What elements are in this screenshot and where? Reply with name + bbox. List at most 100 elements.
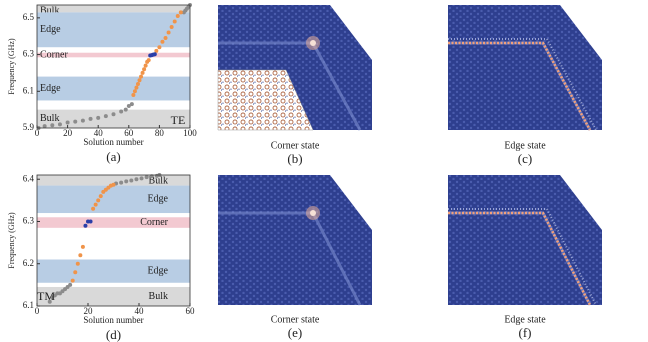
data-point [137, 78, 142, 83]
data-point [178, 10, 183, 15]
band [37, 52, 190, 58]
data-point [175, 14, 180, 19]
data-point [166, 30, 171, 35]
data-point [57, 122, 62, 127]
sample-shape [218, 175, 372, 305]
y-axis-title: Frequency (GHz) [7, 38, 16, 95]
band-label: Edge [40, 83, 61, 94]
data-point [119, 109, 124, 114]
x-tick-label: 60 [124, 128, 134, 138]
band-label: Bulk [149, 175, 168, 186]
data-point [132, 89, 137, 94]
band [37, 286, 190, 306]
data-point [144, 175, 149, 180]
sample-shape [448, 175, 602, 305]
band [37, 76, 190, 101]
band [37, 5, 190, 13]
band-label: Edge [147, 194, 168, 205]
data-point [88, 116, 93, 121]
data-point [103, 114, 108, 119]
data-point [70, 278, 75, 283]
data-point [163, 36, 168, 41]
plot-frame [36, 174, 191, 307]
band [37, 175, 190, 186]
data-point [96, 115, 101, 120]
data-point [169, 25, 174, 30]
data-point [96, 198, 101, 203]
x-tick-label: 60 [186, 306, 196, 316]
y-tick-label: 6.1 [23, 85, 34, 95]
data-point [73, 270, 78, 275]
band [37, 185, 190, 214]
band [37, 12, 190, 48]
band-label: Edge [40, 24, 61, 35]
x-tick-label: 20 [63, 128, 73, 138]
mode-label: TM [37, 289, 55, 303]
data-point [80, 244, 85, 249]
y-axis-title: Frequency (GHz) [7, 212, 16, 269]
data-point [93, 202, 98, 207]
data-point [139, 74, 144, 79]
data-point [83, 223, 88, 228]
x-tick-label: 0 [35, 128, 40, 138]
panel-label: (e) [288, 325, 302, 340]
panel-label: (b) [287, 151, 302, 166]
data-point [88, 219, 93, 224]
panel-label: (a) [106, 149, 120, 164]
edge-glow [448, 38, 597, 131]
x-axis-title: Solution number [83, 315, 143, 325]
band-label: Corner [140, 217, 168, 228]
band-label: Bulk [149, 291, 168, 302]
x-tick-label: 40 [94, 128, 104, 138]
mode-label: TE [171, 113, 186, 127]
data-point [157, 45, 162, 50]
data-point [123, 107, 128, 112]
data-point [139, 176, 144, 181]
panel-caption: Edge state [504, 140, 546, 151]
data-point [73, 119, 78, 124]
data-point [75, 261, 80, 266]
data-point [142, 67, 147, 72]
field-image [448, 175, 602, 306]
data-point [119, 180, 124, 185]
data-point [91, 206, 96, 211]
y-tick-label: 6.5 [23, 12, 35, 22]
band [37, 259, 190, 283]
x-axis-title: Solution number [83, 137, 143, 147]
band [37, 217, 190, 228]
y-tick-label: 6.1 [23, 300, 34, 310]
data-point [65, 120, 70, 125]
edge-glow [448, 208, 597, 306]
data-point [154, 48, 159, 53]
edge-field [448, 41, 592, 131]
plot-frame [36, 4, 191, 129]
data-point [111, 112, 116, 117]
field-image [217, 5, 372, 131]
band-label: Corner [40, 49, 68, 60]
panel-label: (f) [519, 325, 532, 340]
data-point [140, 70, 145, 75]
band-label: Bulk [40, 113, 59, 124]
data-point [135, 81, 140, 86]
data-point [47, 299, 52, 304]
data-point [98, 194, 103, 199]
data-point [126, 103, 131, 108]
data-point [152, 52, 157, 57]
data-point [50, 123, 55, 128]
x-tick-label: 40 [135, 306, 145, 316]
band-label: Bulk [40, 5, 59, 16]
data-point [172, 19, 177, 24]
data-point [146, 58, 151, 63]
y-tick-label: 6.3 [23, 49, 35, 59]
edge-field [448, 211, 592, 306]
field-image [448, 5, 602, 131]
data-point [68, 282, 73, 287]
data-point [134, 85, 139, 90]
data-point [160, 39, 165, 44]
data-point [78, 253, 83, 258]
y-tick-label: 5.9 [23, 122, 35, 132]
y-tick-label: 6.4 [23, 173, 35, 183]
panel-caption: Edge state [504, 314, 546, 325]
sample-shape [448, 5, 602, 130]
